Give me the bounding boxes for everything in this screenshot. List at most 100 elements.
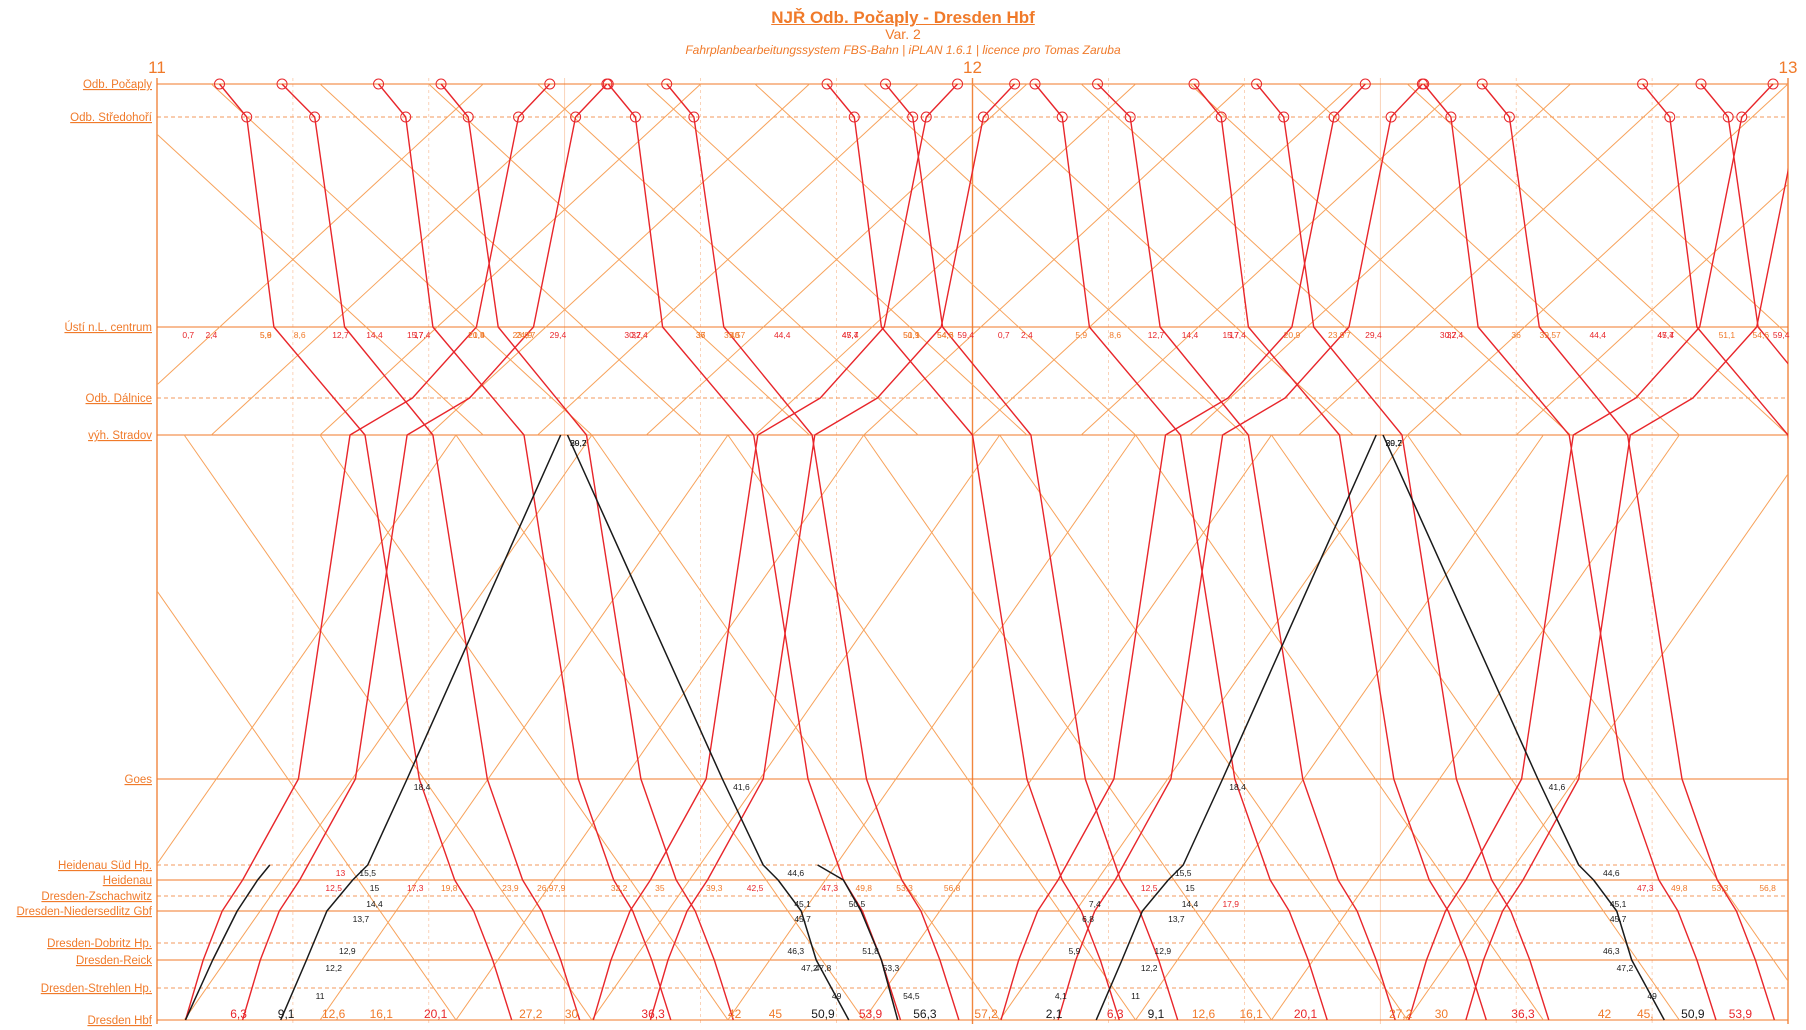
station-marker	[1215, 111, 1227, 123]
time-label: 0,7	[998, 330, 1010, 340]
time-label: 23,9	[502, 883, 519, 893]
station-marker	[1251, 78, 1263, 90]
time-label: 53,9	[1729, 1007, 1753, 1021]
station-marker	[1328, 111, 1340, 123]
time-label: 45,	[1637, 1007, 1654, 1021]
station-marker	[1009, 78, 1021, 90]
time-label: 45,1	[794, 899, 811, 909]
time-label: 5,9	[1075, 330, 1087, 340]
freight-path	[972, 83, 1354, 436]
station-marker	[309, 111, 321, 123]
time-label: 2,4	[205, 330, 217, 340]
time-label: 44,4	[1589, 330, 1606, 340]
station-marker	[601, 78, 613, 90]
station-marker	[241, 111, 253, 123]
passenger-path	[826, 83, 1120, 1021]
axis-labels: 11 12 13 Odb. Počaply Odb. Středohoří Ústí n.…	[16, 58, 1797, 1027]
station-marker	[1445, 111, 1457, 123]
time-label: 15,7	[407, 330, 424, 340]
station-label: Dresden Hbf	[87, 1015, 152, 1027]
freight-path	[1189, 83, 1571, 436]
time-labels: 2,40,7 5,95,6 8,6 12,7 14,4 17,415,7 20,921,4 2…	[182, 330, 1789, 1021]
passenger-path	[884, 83, 1179, 1021]
time-label: 57,2	[974, 1007, 998, 1021]
time-label: 5,6	[260, 330, 272, 340]
time-label: 30,2	[1386, 438, 1403, 448]
time-label: 56,3	[913, 1007, 937, 1021]
passenger-path	[241, 83, 608, 1021]
time-label: 17,4	[414, 330, 431, 340]
freight-path	[319, 83, 702, 436]
time-label: 12,7	[1148, 330, 1165, 340]
regional-path	[817, 864, 899, 1021]
time-label: 17,3	[407, 883, 424, 893]
time-label: 47,4	[842, 330, 859, 340]
time-label: 20,1	[424, 1007, 448, 1021]
time-label: 47,4	[1657, 330, 1674, 340]
hour-label: 12	[963, 58, 982, 77]
passenger-path	[1034, 83, 1328, 1021]
time-label: 11	[316, 991, 325, 1001]
time-label: 54,3	[937, 330, 954, 340]
time-label: 14,4	[366, 330, 383, 340]
time-label: 30	[1435, 1007, 1449, 1021]
time-label: 49,8	[855, 883, 872, 893]
time-label: 4,1	[1055, 991, 1067, 1001]
time-label: 53,3	[896, 883, 913, 893]
regional-path	[280, 434, 562, 1021]
freight-path	[1406, 473, 1788, 1021]
station-marker	[1664, 111, 1676, 123]
time-label: 47,8	[815, 963, 832, 973]
time-label: 45,7	[1657, 330, 1674, 340]
station-marker	[920, 111, 932, 123]
station-label: Odb. Středohoří	[70, 112, 153, 124]
station-marker	[848, 111, 860, 123]
time-label: 40	[730, 330, 740, 340]
freight-path	[645, 83, 1028, 436]
station-marker	[907, 111, 919, 123]
time-label: 2,1	[1046, 1007, 1063, 1021]
time-label: 26,97,9	[537, 883, 566, 893]
time-label: 23,9'7	[1328, 330, 1351, 340]
page-title: NJŘ Odb. Počaply - Dresden Hbf	[771, 8, 1035, 27]
time-label: 20,1	[1294, 1007, 1318, 1021]
freight-path	[428, 83, 810, 436]
time-label: 47,3	[822, 883, 839, 893]
station-label: Dresden-Dobritz Hp.	[47, 938, 152, 950]
time-label: 12,6	[322, 1007, 346, 1021]
time-label: 53,3	[883, 963, 900, 973]
time-label: 42	[1598, 1007, 1612, 1021]
freight-path	[1298, 83, 1680, 436]
time-label: 45	[769, 1007, 783, 1021]
time-label: 30,2	[570, 438, 587, 448]
station-marker	[1722, 111, 1734, 123]
passenger-path	[1256, 83, 1550, 1021]
time-label: 56,8	[1759, 883, 1776, 893]
time-label: 50,9	[903, 330, 920, 340]
time-label: 12,5	[325, 883, 342, 893]
station-marker	[1503, 111, 1515, 123]
time-label: 56,8	[944, 883, 961, 893]
time-label: 12,6	[1192, 1007, 1216, 1021]
time-label: 50,9	[811, 1007, 835, 1021]
station-marker	[400, 111, 412, 123]
station-marker	[373, 78, 385, 90]
station-marker	[821, 78, 833, 90]
time-label: 6,3	[1107, 1007, 1124, 1021]
time-grid	[156, 78, 1789, 1024]
passenger-path	[281, 83, 581, 1021]
time-label: 37	[696, 330, 706, 340]
time-label: 12,7	[332, 330, 349, 340]
station-label: Heidenau Süd Hp.	[58, 860, 152, 872]
freight-path	[754, 83, 1136, 436]
freight-path	[1080, 83, 1463, 436]
time-label: 45,7	[1610, 914, 1627, 924]
passenger-path	[1423, 83, 1717, 1021]
time-label: 11	[1131, 991, 1140, 1001]
passenger-path	[1465, 167, 1788, 1021]
station-marker	[1695, 78, 1707, 90]
time-label: 36,3	[641, 1007, 665, 1021]
time-label: 45,7	[794, 914, 811, 924]
time-label: 12,9	[339, 946, 356, 956]
